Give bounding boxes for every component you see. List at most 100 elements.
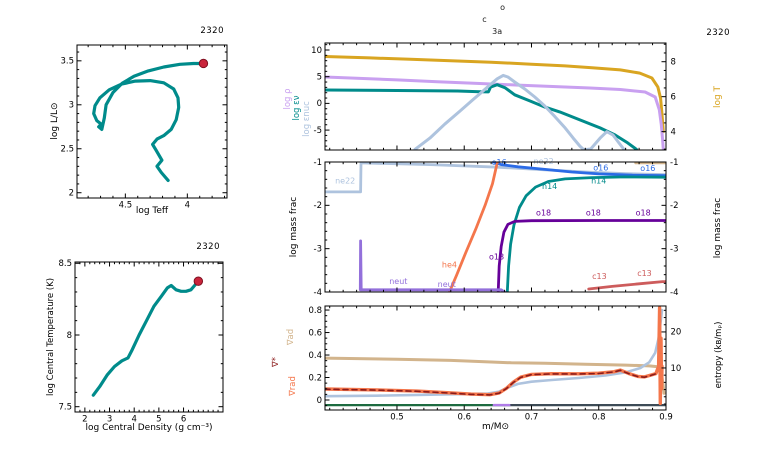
model-number-tcrho: 2320 [196, 242, 220, 252]
curve-label-o18: o18 [536, 208, 551, 217]
curve-o18 [496, 219, 666, 292]
y-tick-label: 0.4 [308, 351, 322, 361]
x-tick-label: 4.5 [119, 201, 133, 211]
current-model-marker [198, 58, 209, 69]
model-number-hr: 2320 [200, 26, 224, 36]
y-tick-label: -2 [314, 201, 322, 211]
curve-label-n14: n14 [542, 182, 557, 191]
curve-label-c13: c13 [637, 269, 652, 278]
y-tick-label-right: -3 [670, 244, 678, 254]
curve-label-neut: neut [389, 277, 407, 286]
curve-label-ne22: ne22 [335, 177, 355, 186]
y-tick-label: 0.6 [308, 328, 322, 338]
y-tick-label: -1 [314, 158, 322, 168]
curve-neut [358, 239, 507, 292]
curve-label-he4: he4 [442, 261, 457, 270]
curve-label-n14: n14 [591, 177, 606, 186]
curve-log-rho [325, 75, 665, 150]
x-tick-label: 0.8 [592, 413, 606, 423]
y-tick-label: 2.5 [60, 145, 74, 155]
y-tick-label: -3 [314, 244, 322, 254]
panel-trho: 2 3 4 5 6 7.5 8 8.5 [58, 259, 224, 425]
p2-yaxis-title-left: log mass frac [289, 196, 299, 258]
curve-label-o16: o16 [593, 164, 608, 173]
panel-frame [324, 161, 667, 293]
y-tick-label: 8.5 [58, 259, 72, 269]
current-model-marker [193, 276, 204, 286]
curve-eps-nu [325, 83, 638, 150]
curve-label-o18: o18 [636, 208, 651, 217]
y-tick-label: 3 [69, 101, 74, 111]
p1-label-eps-nu: log εν [292, 95, 302, 121]
x-tick-label: 0.9 [659, 413, 673, 423]
curve-label-c13: c13 [592, 272, 607, 281]
curve-label-neut: neut [438, 280, 456, 289]
panel-profile3: 0.5 0.6 0.7 0.8 0.9 0 0.2 0.4 0.6 0.8 10 20 [308, 305, 682, 423]
y-tick-label-right: 20 [671, 328, 682, 338]
y-tick-label: 2 [69, 189, 74, 199]
y-tick-label: 10 [311, 46, 322, 56]
panel-profile1: o c 3a -5 0 5 10 4 6 8 [311, 3, 676, 151]
y-tick-label-right: 6 [671, 92, 676, 102]
curve-label-o16: o16 [640, 164, 655, 173]
x-tick-label: 0.5 [390, 413, 404, 423]
x-tick-label: 2 [82, 415, 87, 425]
y-tick-label-right: -2 [670, 201, 678, 211]
p3-label-grad-rad: ∇rad [288, 376, 298, 396]
evolution-track [91, 279, 200, 397]
x-tick-label: 6 [181, 415, 186, 425]
curve-label-o16: o16 [492, 158, 507, 167]
curve-eps-nuc [413, 73, 626, 150]
p1-label-eps-nuc: log εnuc [302, 101, 312, 137]
y-tick-label: -4 [314, 288, 322, 298]
hr-yaxis-title: log L/L⊙ [50, 102, 60, 140]
curve-grad-rad [325, 306, 664, 406]
y-tick-label-right: 10 [671, 364, 682, 374]
panel-hr: 4.5 4 2 2.5 3 3.5 [60, 44, 228, 211]
curve-c13 [587, 280, 666, 291]
evolution-track [92, 61, 205, 182]
y-tick-label-right: -1 [670, 158, 678, 168]
y-tick-label-right: -4 [670, 288, 678, 298]
curve-grad-ad [325, 356, 666, 395]
y-tick-label: 0 [317, 99, 322, 109]
curve-log-T [325, 55, 665, 134]
y-tick-label-right: 4 [671, 127, 676, 137]
x-tick-label: 4 [185, 201, 190, 211]
p3-entropy-axis-title: entropy (kʙ/mₚ) [714, 321, 724, 389]
p3-label-grad-ad: ∇ad [286, 328, 296, 346]
burn-marker-3a: 3a [492, 27, 502, 36]
x-tick-label: 0.7 [525, 413, 539, 423]
tcrho-xaxis-title: log Central Density (g cm⁻³) [85, 423, 213, 433]
x-tick-label: 4 [131, 415, 136, 425]
mass-xaxis-title: m/M⊙ [481, 422, 510, 432]
y-tick-label: -5 [314, 126, 322, 136]
curve-label-o18: o18 [586, 208, 601, 217]
curve-o16 [492, 162, 666, 177]
y-tick-label: 0.8 [308, 306, 322, 316]
hr-xaxis-title: log Teff [135, 206, 169, 216]
x-tick-label: 3 [107, 415, 112, 425]
y-tick-label: 5 [317, 72, 322, 82]
y-tick-label: 7.5 [58, 402, 72, 412]
y-tick-label: 8 [67, 331, 72, 341]
curve-n14 [505, 175, 666, 292]
y-tick-label: 3.5 [60, 57, 74, 67]
curve-label-o18: o18 [489, 253, 504, 262]
x-tick-label: 0.6 [457, 413, 471, 423]
tcrho-yaxis-title: log Central Temperature (K) [46, 277, 56, 397]
burn-marker-c: c [482, 15, 486, 24]
curve-he4 [448, 162, 499, 292]
panel-frame [76, 44, 228, 199]
burn-marker-o: o [500, 3, 505, 12]
curve-grad-star [325, 369, 657, 396]
x-tick-label: 5 [156, 415, 161, 425]
curve-entropy [325, 308, 664, 398]
y-tick-label: 0.2 [308, 373, 322, 383]
panel-frame [324, 305, 667, 411]
y-tick-label: 0 [317, 396, 322, 406]
model-number-profiles: 2320 [706, 28, 730, 38]
